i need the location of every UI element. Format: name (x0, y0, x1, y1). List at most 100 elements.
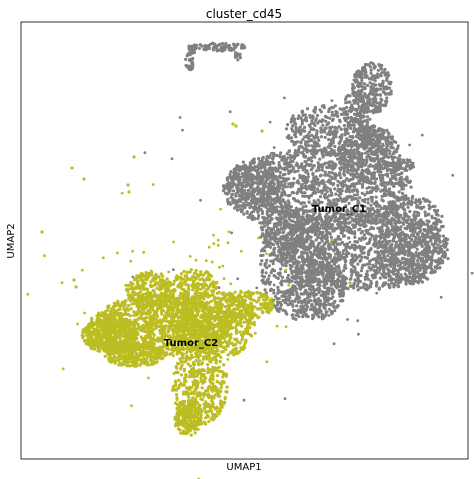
tumor-c1-point (337, 206, 341, 210)
tumor-c1-point (359, 249, 363, 253)
tumor-c1-point (369, 279, 373, 283)
tumor-c1-point (263, 168, 268, 172)
tumor-c1-point (323, 135, 327, 139)
tumor-c1-point (393, 173, 397, 178)
tumor-c1-point (343, 255, 347, 259)
tumor-c1-point (353, 258, 357, 262)
tumor-c1-point (331, 279, 336, 283)
tumor-c1-point (407, 215, 411, 219)
tumor-c1-point (311, 147, 315, 151)
tumor-c1-point (307, 156, 311, 160)
tumor-c1-point (353, 188, 357, 192)
tumor-c1-point (297, 200, 301, 204)
tumor-c1-point (356, 203, 360, 207)
tumor-c1-point (402, 217, 406, 221)
tumor-c1-point (319, 126, 323, 130)
tumor-c1-point (352, 193, 356, 197)
tumor-c1-point (378, 214, 382, 218)
tumor-c1-point (307, 194, 312, 198)
tumor-c1-point (294, 317, 298, 321)
tumor-c1-point (360, 185, 365, 189)
tumor-c1-point (306, 284, 310, 288)
tumor-c1-point (354, 197, 358, 201)
tumor-c1-point (332, 273, 336, 277)
tumor-c1-point (425, 223, 429, 227)
tumor-c1-point (398, 235, 403, 239)
tumor-c1-point (239, 209, 243, 213)
tumor-c1-point (373, 275, 377, 279)
tumor-c1-point (338, 120, 342, 124)
tumor-c1-point (304, 140, 308, 144)
tumor-c1-point (306, 175, 310, 179)
tumor-c1-point (319, 135, 323, 139)
tumor-c1-point (254, 181, 259, 185)
tumor-c1-point (320, 118, 324, 122)
tumor-c1-point (337, 288, 341, 293)
tumor-c1-point (408, 259, 412, 263)
tumor-c1-point (229, 195, 233, 200)
tumor-c1-point (297, 126, 301, 130)
tumor-c1-point (284, 179, 288, 183)
tumor-c1-point (325, 123, 329, 127)
tumor-c1-point (224, 191, 228, 195)
tumor-c1-point (396, 146, 400, 150)
tumor-c1-point (312, 222, 316, 226)
tumor-c1-point (310, 144, 314, 148)
tumor-c1-point (332, 256, 337, 260)
tumor-c1-point (309, 240, 313, 244)
tumor-c1-point (259, 262, 263, 266)
tumor-c1-point (255, 186, 259, 190)
tumor-c1-point (369, 203, 373, 207)
tumor-c1-point (386, 229, 390, 233)
tumor-c1-point (343, 258, 347, 262)
tumor-c1-point (405, 221, 409, 225)
tumor-c1-point (326, 165, 331, 169)
tumor-c1-point (336, 236, 340, 240)
tumor-c1-point (365, 256, 370, 260)
tumor-c1-point (314, 253, 318, 257)
tumor-c1-point (328, 174, 332, 178)
tumor-c1-point (285, 162, 289, 166)
tumor-c1-point (333, 125, 337, 129)
tumor-c1-point (342, 152, 346, 156)
tumor-c1-point (276, 183, 280, 187)
tumor-c1-point (271, 192, 275, 196)
tumor-c1-point (301, 186, 306, 190)
tumor-c1-point (344, 148, 348, 152)
tumor-c1-point (388, 177, 392, 181)
tumor-c1-point (350, 270, 354, 275)
tumor-c1-point (296, 179, 300, 183)
tumor-c1-point (383, 159, 387, 163)
tumor-c1-point (265, 266, 269, 270)
tumor-c1-point (395, 197, 399, 201)
tumor-c1-point (435, 211, 439, 215)
tumor-c1-point (301, 194, 305, 198)
tumor-c1-point (324, 310, 328, 314)
tumor-c1-point (267, 264, 271, 268)
tumor-c1-point (314, 238, 318, 242)
tumor-c1-point (243, 198, 247, 202)
tumor-c1-point (323, 146, 327, 150)
tumor-c1-point (389, 182, 393, 186)
tumor-c1-point (378, 265, 382, 269)
tumor-c1-point (395, 204, 399, 208)
tumor-c1-point (290, 264, 294, 268)
tumor-c1-point (424, 251, 428, 255)
tumor-c1-point (393, 282, 397, 287)
tumor-c1-point (406, 262, 410, 266)
tumor-c1-point (277, 248, 281, 253)
tumor-c1-point (393, 256, 397, 261)
tumor-c1-point (325, 282, 329, 286)
tumor-c1-point (365, 230, 369, 234)
tumor-c1-point (389, 270, 393, 274)
tumor-c1-point (291, 159, 295, 164)
tumor-c1-point (404, 268, 408, 272)
tumor-c1-point (323, 209, 327, 213)
tumor-c1-point (376, 211, 380, 215)
tumor-c1-point (316, 187, 320, 191)
tumor-c1-point (323, 173, 327, 177)
tumor-c1-point (293, 309, 297, 313)
tumor-c1-point (396, 172, 400, 176)
tumor-c1-point (397, 220, 401, 224)
tumor-c1-point (428, 235, 432, 239)
